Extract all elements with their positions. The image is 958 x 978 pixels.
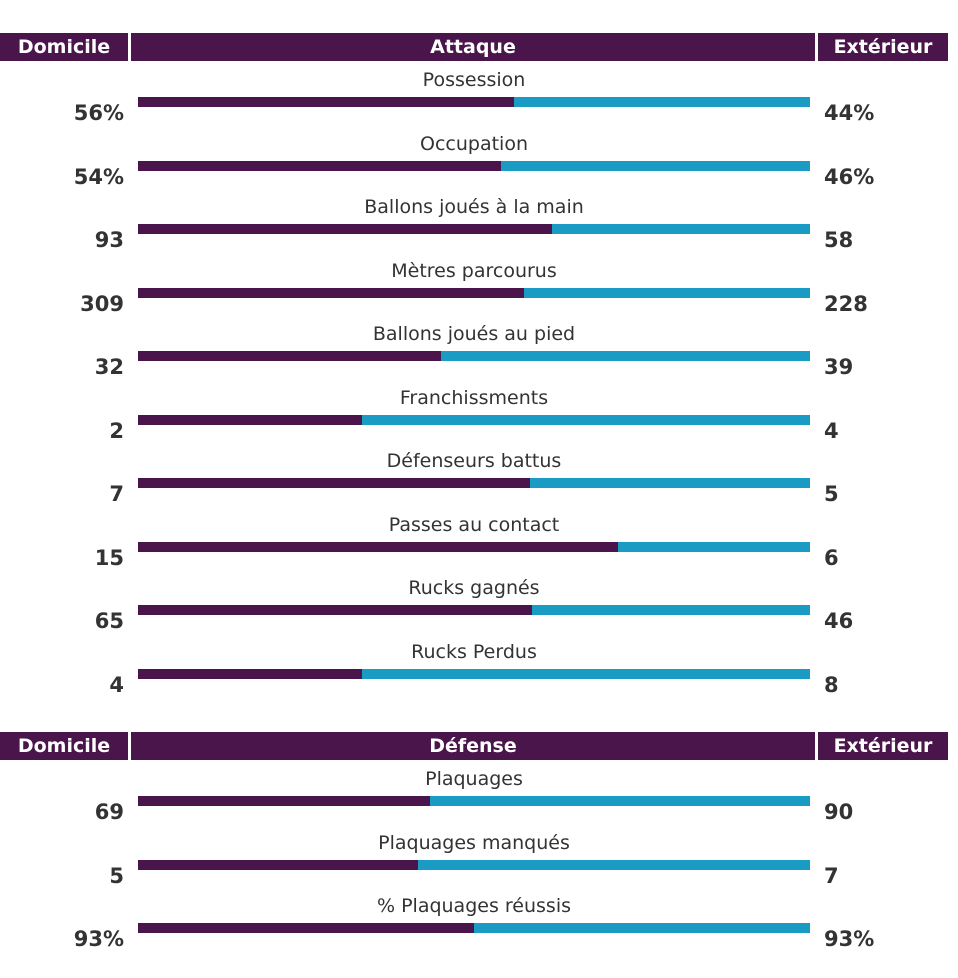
- away-value: 4: [824, 418, 839, 443]
- away-header: Extérieur: [818, 732, 948, 760]
- away-value: 90: [824, 800, 854, 824]
- home-bar-segment: [138, 923, 474, 933]
- home-value: 15: [94, 545, 124, 570]
- home-value: 93%: [73, 927, 124, 951]
- home-bar-segment: [138, 97, 514, 107]
- stat-label: Mètres parcourus: [391, 259, 557, 282]
- home-value: 54%: [73, 164, 124, 189]
- home-header: Domicile: [0, 33, 128, 61]
- away-value: 6: [824, 545, 839, 570]
- stat-label: Passes au contact: [388, 513, 560, 536]
- away-value: 44%: [824, 101, 875, 125]
- stat-bar: [138, 160, 810, 171]
- home-value: 5: [109, 863, 124, 888]
- away-value: 58: [824, 228, 854, 252]
- stat-bar: [138, 923, 810, 933]
- stat-label: Plaquages: [425, 768, 523, 790]
- home-value: 4: [109, 672, 124, 697]
- home-value: 65: [94, 609, 124, 633]
- home-header: Domicile: [0, 732, 128, 760]
- stat-label: Franchissments: [399, 386, 549, 409]
- stat-bar: [138, 414, 810, 425]
- stat-label: Rucks Perdus: [411, 640, 537, 663]
- stat-label: Ballons joués au pied: [372, 323, 576, 345]
- home-bar-segment: [138, 541, 618, 552]
- home-value: 32: [94, 355, 124, 379]
- home-bar-segment: [138, 478, 530, 488]
- away-value: 8: [824, 672, 839, 697]
- home-bar-segment: [138, 224, 552, 234]
- home-bar-segment: [138, 859, 418, 870]
- home-bar-segment: [138, 605, 532, 615]
- home-value: 2: [109, 418, 124, 443]
- stat-bar: [138, 351, 810, 361]
- home-bar-segment: [138, 160, 501, 171]
- stat-bar: [138, 859, 810, 870]
- away-header: Extérieur: [818, 33, 948, 61]
- home-bar-segment: [138, 668, 362, 679]
- stat-label: Occupation: [420, 132, 528, 155]
- home-value: 56%: [73, 101, 124, 125]
- away-value: 46%: [824, 164, 875, 189]
- stat-label: Défenseurs battus: [386, 450, 562, 472]
- away-value: 39: [824, 355, 854, 379]
- away-value: 5: [824, 482, 839, 506]
- stat-bar: [138, 224, 810, 234]
- stat-bar: [138, 605, 810, 615]
- stat-label: Ballons joués à la main: [364, 196, 584, 218]
- home-bar-segment: [138, 287, 524, 298]
- stat-label: Possession: [422, 69, 526, 91]
- home-value: 69: [94, 800, 124, 824]
- away-value: 7: [824, 863, 839, 888]
- home-bar-segment: [138, 351, 441, 361]
- stat-bar: [138, 97, 810, 107]
- stat-bar: [138, 796, 810, 806]
- away-value: 93%: [824, 927, 875, 951]
- stat-bar: [138, 478, 810, 488]
- stat-label: Plaquages manqués: [378, 831, 570, 854]
- stat-label: Rucks gagnés: [408, 577, 540, 599]
- section-title: Défense: [131, 732, 815, 760]
- home-bar-segment: [138, 796, 430, 806]
- section-title: Attaque: [131, 33, 815, 61]
- home-bar-segment: [138, 414, 362, 425]
- stat-bar: [138, 541, 810, 552]
- home-value: 7: [109, 482, 124, 506]
- stat-bar: [138, 287, 810, 298]
- stat-label: % Plaquages réussis: [376, 895, 571, 917]
- away-value: 228: [824, 291, 868, 316]
- home-value: 309: [80, 291, 124, 316]
- home-value: 93: [94, 228, 124, 252]
- away-value: 46: [824, 609, 854, 633]
- stat-bar: [138, 668, 810, 679]
